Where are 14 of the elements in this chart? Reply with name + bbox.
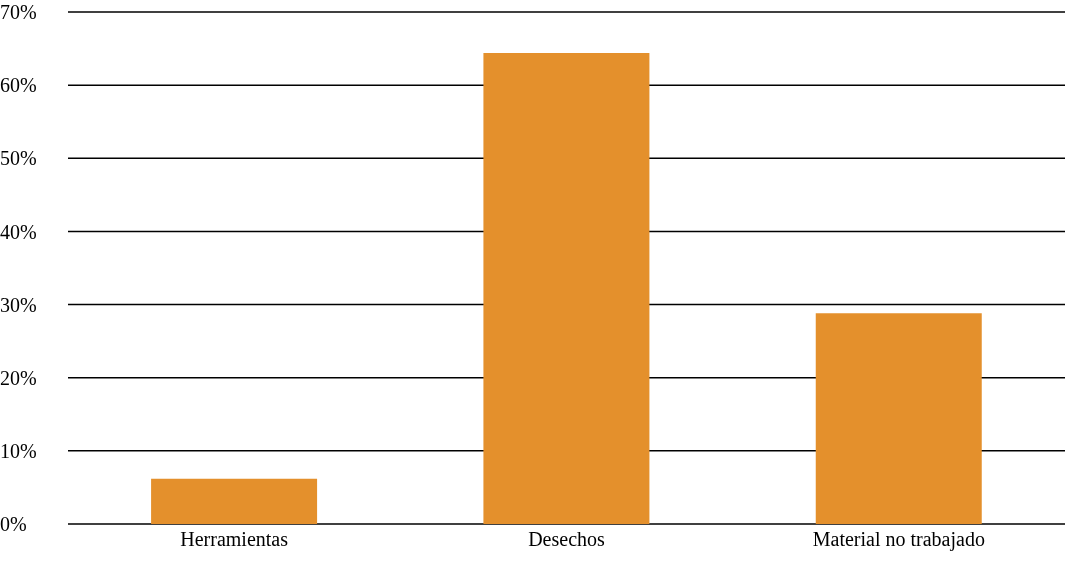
y-tick-label: 0% [0, 513, 27, 536]
y-tick-label: 70% [0, 1, 37, 24]
bar [815, 313, 982, 524]
bar [483, 52, 650, 524]
bar [151, 478, 318, 524]
y-tick-label: 40% [0, 220, 37, 243]
y-tick-label: 50% [0, 147, 37, 170]
x-tick-label: Herramientas [180, 528, 289, 551]
y-tick-label: 30% [0, 293, 37, 316]
x-tick-label: Desechos [528, 528, 606, 551]
y-tick-label: 10% [0, 439, 37, 462]
y-tick-label: 20% [0, 366, 37, 389]
y-tick-label: 60% [0, 74, 37, 97]
x-tick-label: Material no trabajado [812, 528, 985, 552]
